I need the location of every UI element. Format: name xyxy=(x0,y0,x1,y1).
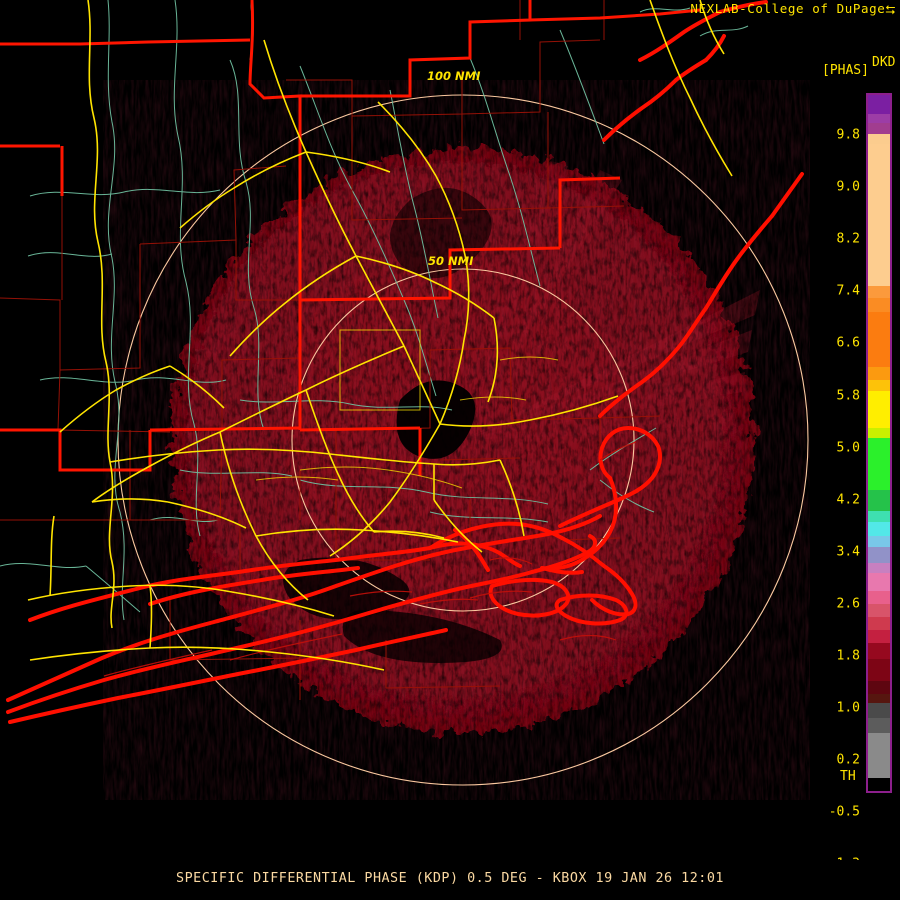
colorbar-segment xyxy=(868,143,890,286)
colorbar-segment xyxy=(868,681,890,694)
colorbar-segment xyxy=(868,379,890,391)
colorbar-segment xyxy=(868,778,890,791)
brand-arrow-icon: ⮀ xyxy=(885,2,896,17)
colorbar-tick-10: 1.8 xyxy=(836,648,860,664)
colorbar-tick-4: 6.6 xyxy=(836,335,860,351)
coastline-thin-layer xyxy=(103,441,637,677)
colorbar-segment xyxy=(868,604,890,618)
colorbar-segment xyxy=(868,133,890,144)
colorbar-tick-7: 4.2 xyxy=(836,492,860,508)
colorbar-segment xyxy=(868,546,890,563)
range-ring-label-100nmi: 100 NMI xyxy=(427,69,481,83)
range-ring-50nmi xyxy=(291,268,635,612)
state-borders-layer xyxy=(0,0,701,476)
colorbar-gradient-strip xyxy=(868,95,890,791)
colorbar-segment xyxy=(868,630,890,644)
radar-map-svg[interactable] xyxy=(0,0,810,860)
colorbar-tick-0: 9.8 xyxy=(836,127,860,143)
colorbar-segment xyxy=(868,95,890,114)
highways-layer xyxy=(27,0,733,671)
colorbar-frame[interactable] xyxy=(866,93,892,793)
colorbar-segment xyxy=(868,123,890,134)
range-rings-layer xyxy=(117,94,809,786)
colorbar-segment xyxy=(868,573,890,591)
colorbar-panel: DKD [PHAS] 9.8 9.0 8.2 7.4 6.6 5.8 5.0 4.2 3.4 2.… xyxy=(810,0,900,872)
colorbar-threshold-label: TH xyxy=(840,769,856,784)
colorbar-tick-1: 9.0 xyxy=(836,179,860,195)
colorbar-segment xyxy=(868,617,890,631)
colorbar-segment xyxy=(868,693,890,704)
colorbar-tick-5: 5.8 xyxy=(836,388,860,403)
colorbar-segment xyxy=(868,511,890,522)
coastline-layer xyxy=(6,0,804,724)
colorbar-segment xyxy=(868,311,890,368)
colorbar-tick-9: 2.6 xyxy=(836,596,860,612)
colorbar-segment xyxy=(868,590,890,605)
radar-map-panel[interactable]: 100 NMI 50 NMI xyxy=(0,0,810,860)
colorbar-tick-12: 0.2 xyxy=(836,752,860,768)
brand-text: NEXLAB-College of DuPage xyxy=(690,1,886,16)
colorbar-tick-2: 8.2 xyxy=(836,231,860,247)
range-ring-100nmi xyxy=(117,94,809,786)
colorbar-tick-labels: 9.8 9.0 8.2 7.4 6.6 5.8 5.0 4.2 3.4 2.6 1.8 1.0 0.2 -… xyxy=(810,93,866,872)
colorbar-segment xyxy=(868,703,890,718)
colorbar-tick-11: 1.0 xyxy=(836,700,860,716)
colorbar-tick-8: 3.4 xyxy=(836,544,860,560)
radar-echo-layer xyxy=(163,140,763,740)
colorbar-segment xyxy=(868,643,890,660)
colorbar-segment xyxy=(868,490,890,512)
colorbar-title-dkd: DKD xyxy=(872,55,896,70)
colorbar-segment xyxy=(868,367,890,380)
secondary-roads-layer xyxy=(255,329,559,489)
colorbar-segment xyxy=(868,437,890,491)
colorbar-segment xyxy=(868,717,890,733)
colorbar-segment xyxy=(868,390,890,428)
colorbar-segment xyxy=(868,562,890,574)
colorbar-segment xyxy=(868,659,890,682)
colorbar-tick-6: 5.0 xyxy=(836,440,860,456)
colorbar-segment xyxy=(868,298,890,312)
colorbar-segment xyxy=(868,732,890,779)
range-ring-label-50nmi: 50 NMI xyxy=(428,254,474,268)
colorbar-tick-3: 7.4 xyxy=(836,283,860,299)
colorbar-segment xyxy=(868,285,890,299)
brand-nexlab: NEXLAB-College of DuPage⮀ xyxy=(690,1,896,17)
colorbar-segment xyxy=(868,536,890,547)
product-status-text: SPECIFIC DIFFERENTIAL PHASE (KDP) 0.5 DE… xyxy=(176,871,724,886)
colorbar-title-units: [PHAS] xyxy=(822,63,869,78)
footer-bar: SPECIFIC DIFFERENTIAL PHASE (KDP) 0.5 DE… xyxy=(0,860,900,900)
colorbar-segment xyxy=(868,521,890,537)
colorbar-segment xyxy=(868,113,890,124)
colorbar-segment xyxy=(868,427,890,438)
colorbar-tick-13: -0.5 xyxy=(828,804,860,820)
